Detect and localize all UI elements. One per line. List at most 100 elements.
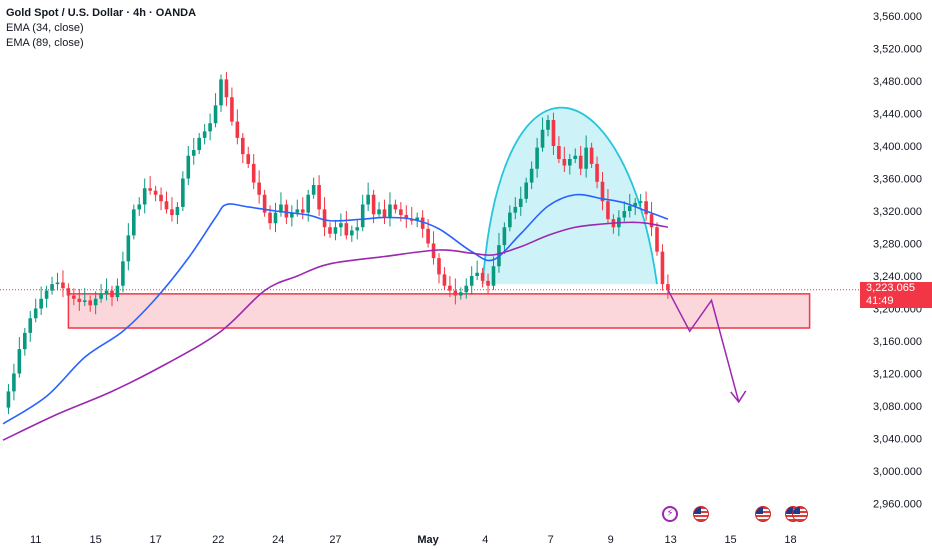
candle (551, 112, 556, 155)
x-tick-label: 9 (608, 534, 614, 546)
candle (235, 109, 240, 145)
candle-body (491, 266, 496, 286)
candle (404, 205, 409, 229)
candle-body (382, 209, 387, 218)
candle-body (562, 159, 567, 166)
candle-body (77, 298, 82, 302)
candle (322, 197, 327, 237)
candle-body (12, 373, 16, 392)
y-tick-label: 3,400.000 (873, 141, 922, 153)
candle (268, 205, 272, 230)
candle (339, 213, 343, 237)
candle (181, 171, 185, 211)
candle (431, 231, 436, 265)
candle-body (518, 198, 523, 207)
candle (175, 202, 180, 224)
candle (77, 289, 82, 311)
us-flag-icon[interactable] (792, 506, 808, 522)
candle-body (317, 185, 321, 210)
candle-body (115, 285, 120, 298)
candle (328, 222, 332, 238)
candle (279, 192, 283, 217)
candle (595, 156, 599, 189)
indicator-ema89-label[interactable]: EMA (89, close) (6, 37, 84, 49)
candle-body (72, 295, 76, 299)
candle (12, 363, 16, 401)
candle (464, 278, 469, 299)
candle-body (420, 217, 425, 229)
candle-body (142, 188, 147, 205)
candle (475, 260, 479, 281)
candle (377, 202, 381, 219)
candle (33, 298, 38, 323)
candle-body (360, 204, 365, 228)
projection-arrowhead (730, 390, 747, 404)
candle-body (459, 292, 463, 296)
candle (213, 93, 218, 128)
candle-body (595, 163, 599, 182)
candle (448, 276, 452, 298)
candle-body (568, 159, 572, 166)
x-tick-label: 15 (724, 534, 736, 546)
candle-body (638, 201, 643, 203)
candle-body (99, 293, 103, 299)
candle (99, 284, 103, 303)
candle (61, 270, 65, 298)
candle-body (437, 258, 441, 275)
candle (186, 146, 191, 185)
candle-body (23, 332, 27, 350)
candle (44, 285, 49, 308)
candle (546, 115, 550, 137)
candle-body (257, 182, 261, 195)
current-price-badge: 3,223.065 41:49 (860, 282, 932, 308)
candle-body (535, 147, 539, 169)
candle (290, 205, 294, 227)
candle-body (17, 349, 22, 374)
candle (300, 197, 305, 220)
candle-body (306, 194, 310, 213)
y-tick-label: 3,480.000 (873, 76, 922, 88)
candle-body (644, 201, 648, 215)
candle-body (110, 290, 114, 298)
us-flag-icon[interactable] (693, 506, 709, 522)
candle (121, 251, 125, 293)
candle (344, 211, 349, 240)
candle-body (50, 284, 54, 291)
indicator-ema34-label[interactable]: EMA (34, close) (6, 22, 84, 34)
candle (589, 142, 594, 168)
candle-body (508, 212, 512, 228)
candle-body (557, 146, 561, 159)
candle-body (513, 206, 518, 213)
x-tick-label: 15 (90, 534, 102, 546)
y-tick-label: 3,040.000 (873, 434, 922, 446)
candle-body (224, 79, 229, 98)
candle-body (235, 121, 240, 138)
candle-body (415, 217, 419, 221)
candle (535, 137, 539, 178)
candle (578, 146, 583, 176)
candle (132, 204, 136, 240)
candle (622, 201, 627, 222)
x-tick-label: 13 (665, 534, 677, 546)
candle (606, 189, 610, 224)
symbol-title[interactable]: Gold Spot / U.S. Dollar · 4h · OANDA (6, 7, 197, 19)
candle-body (475, 272, 479, 276)
y-tick-label: 3,280.000 (873, 239, 922, 251)
y-tick-label: 3,320.000 (873, 206, 922, 218)
candle (230, 87, 234, 126)
candle-body (104, 290, 109, 294)
candle (251, 154, 256, 190)
flash-icon[interactable]: ⚡ (662, 506, 678, 522)
candle-body (197, 137, 201, 151)
candle (224, 72, 229, 107)
us-flag-icon[interactable] (755, 506, 771, 522)
candle (93, 291, 98, 315)
candle-body (153, 190, 158, 195)
candle-body (388, 204, 392, 218)
y-tick-label: 3,560.000 (873, 11, 922, 23)
candle-body (350, 230, 354, 236)
candle-body (273, 212, 278, 224)
candle (459, 287, 463, 300)
candle-body (480, 272, 485, 281)
